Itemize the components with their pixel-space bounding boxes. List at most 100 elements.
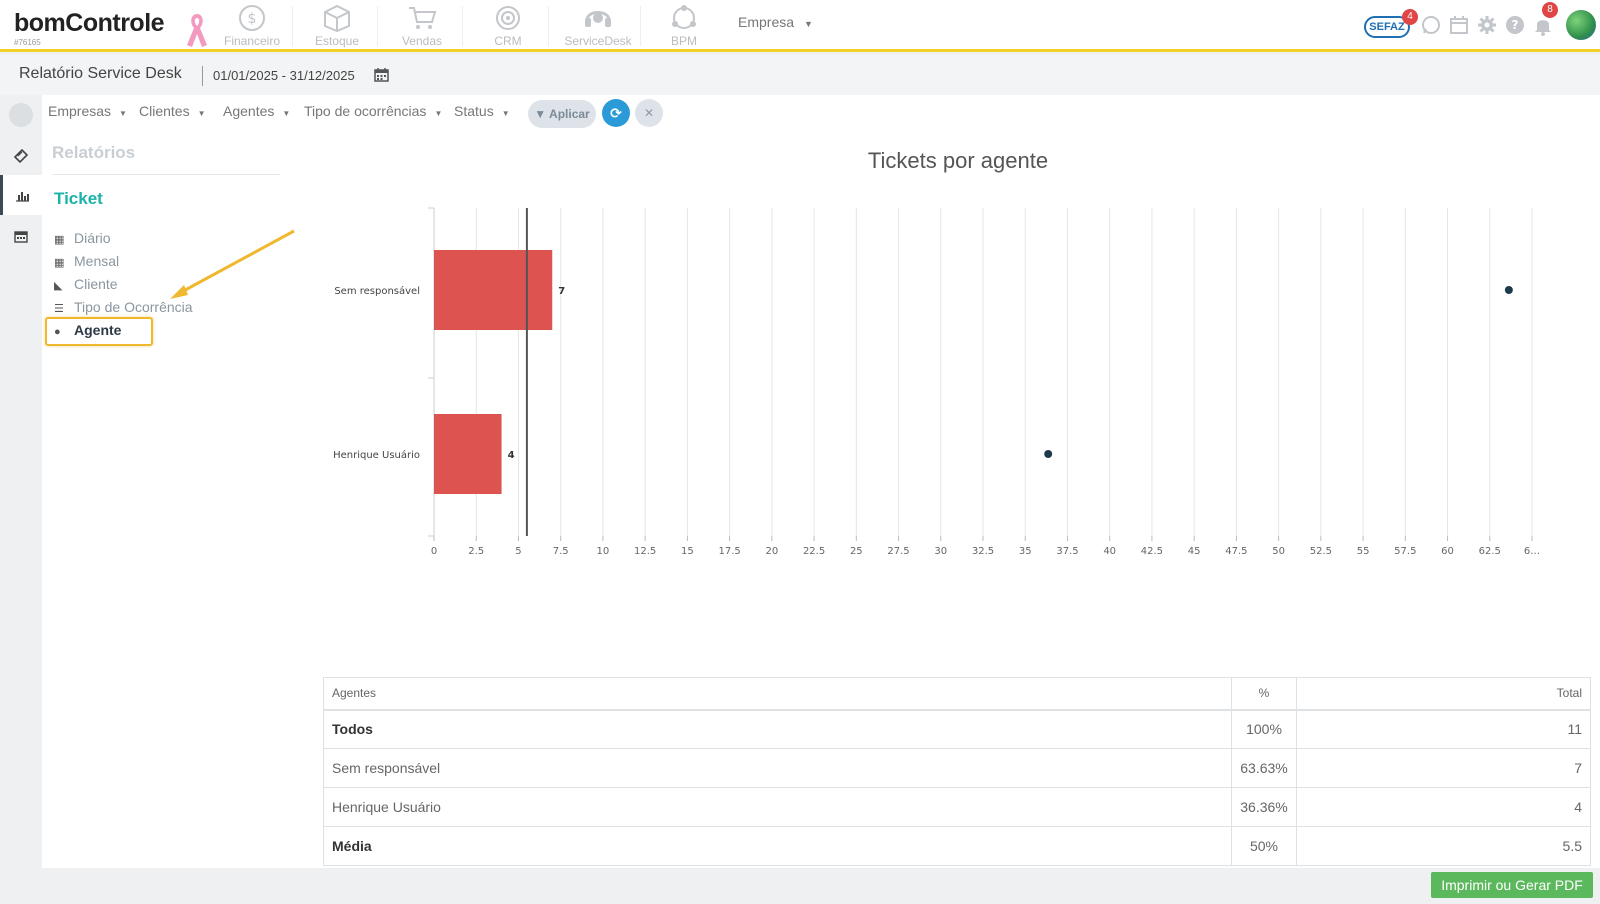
top-navbar: bomControle #76165 $ Financeiro Estoque … [0, 0, 1600, 52]
x-tick-label: 10 [597, 546, 610, 557]
col-header-total[interactable]: Total [1296, 677, 1591, 711]
filter-agentes[interactable]: Agentes ▼ [223, 103, 290, 119]
table-row: Henrique Usuário 36.36% 4 [323, 787, 1591, 827]
pink-ribbon-icon [187, 14, 207, 47]
table-row: Sem responsável 63.63% 7 [323, 748, 1591, 788]
bar [434, 414, 502, 494]
x-tick-label: 42.5 [1141, 546, 1163, 557]
x-tick-label: 15 [681, 546, 694, 557]
cell-name: Todos [323, 709, 1232, 749]
menu-item-label: Cliente [74, 276, 118, 292]
x-tick-label: 7.5 [553, 546, 569, 557]
module-bpm[interactable]: BPM [644, 4, 724, 48]
x-tick-label: 12.5 [634, 546, 656, 557]
category-label: Henrique Usuário [333, 449, 420, 461]
target-icon [496, 6, 520, 30]
x-tick-label: 30 [934, 546, 947, 557]
gear-icon[interactable] [1476, 14, 1498, 36]
menu-item-label: Tipo de Ocorrência [74, 299, 193, 315]
calendar-icon[interactable] [1448, 14, 1470, 36]
notifications-badge: 8 [1542, 2, 1558, 18]
menu-item-diario[interactable]: ▦ Diário [54, 230, 111, 246]
module-vendas[interactable]: Vendas [382, 4, 462, 48]
close-icon: ✕ [643, 106, 655, 120]
menu-item-tipo-ocorrencia[interactable]: ☰ Tipo de Ocorrência [54, 299, 193, 315]
workflow-icon [672, 5, 696, 29]
rail-reports[interactable] [0, 175, 42, 215]
page-header: Relatório Service Desk 01/01/2025 - 31/1… [0, 55, 1600, 95]
empresa-dropdown[interactable]: Empresa ▼ [738, 14, 813, 30]
x-tick-label: 62.5 [1479, 546, 1501, 557]
clear-filter-button[interactable]: ✕ [635, 99, 663, 127]
calendar-icon: ▦ [54, 257, 65, 269]
calendar-icon [14, 230, 28, 243]
headset-icon [585, 11, 611, 27]
rail-ticket[interactable] [0, 135, 42, 175]
x-tick-label: 6… [1524, 546, 1540, 557]
refresh-button[interactable]: ⟳ [602, 99, 630, 127]
cell-total: 4 [1296, 787, 1591, 827]
filter-clientes[interactable]: Clientes ▼ [139, 103, 206, 119]
caret-down-icon: ▼ [197, 109, 206, 118]
page-title: Relatório Service Desk [19, 65, 182, 82]
module-estoque[interactable]: Estoque [297, 4, 377, 48]
cell-name: Sem responsável [323, 748, 1232, 788]
filter-status[interactable]: Status ▼ [454, 103, 510, 119]
apply-filter-button[interactable]: ▼ Aplicar [528, 100, 596, 128]
filter-label: Clientes [139, 103, 190, 119]
whatsapp-icon[interactable] [1420, 14, 1442, 36]
filter-label: Status [454, 103, 494, 119]
x-tick-label: 35 [1019, 546, 1032, 557]
data-label: 7 [558, 286, 565, 297]
menu-item-cliente[interactable]: ◣ Cliente [54, 276, 118, 292]
bell-icon[interactable] [1532, 14, 1554, 36]
bar-chart-icon [16, 191, 29, 202]
menu-item-label: Agente [74, 322, 122, 338]
logo[interactable]: bomControle [14, 9, 165, 37]
date-range[interactable]: 01/01/2025 - 31/12/2025 [213, 68, 355, 83]
x-tick-label: 50 [1272, 546, 1285, 557]
collapse-icon[interactable] [9, 103, 33, 127]
avatar[interactable] [1566, 10, 1596, 40]
x-tick-label: 40 [1103, 546, 1116, 557]
module-servicedesk[interactable]: ServiceDesk [558, 4, 638, 48]
menu-item-agente[interactable]: ● Agente [54, 322, 121, 338]
x-tick-label: 2.5 [468, 546, 484, 557]
cell-name: Média [323, 826, 1232, 866]
col-header-pct[interactable]: % [1231, 677, 1297, 711]
menu-section-ticket[interactable]: Ticket [54, 189, 103, 208]
menu-item-mensal[interactable]: ▦ Mensal [54, 253, 119, 269]
ticket-icon [13, 148, 29, 163]
module-financeiro[interactable]: $ Financeiro [212, 4, 292, 48]
user-icon: ● [54, 326, 61, 338]
category-label: Sem responsável [334, 285, 420, 297]
x-tick-label: 27.5 [887, 546, 909, 557]
bar [434, 250, 553, 330]
sefaz-badge: 4 [1402, 9, 1418, 25]
module-label: Financeiro [223, 34, 281, 48]
box-icon [324, 4, 350, 32]
module-label: CRM [494, 34, 522, 48]
x-tick-label: 45 [1188, 546, 1201, 557]
x-tick-label: 32.5 [972, 546, 994, 557]
cell-pct: 63.63% [1231, 748, 1297, 788]
svg-text:?: ? [1512, 18, 1519, 32]
calendar-icon: ▦ [54, 234, 65, 246]
help-icon[interactable]: ? [1504, 14, 1526, 36]
module-label: BPM [670, 34, 697, 48]
sefaz-button[interactable]: SEFAZ [1364, 16, 1410, 38]
module-crm[interactable]: CRM [468, 4, 548, 48]
filter-tipo-ocorrencias[interactable]: Tipo de ocorrências ▼ [304, 103, 442, 119]
svg-text:$: $ [248, 11, 257, 27]
x-tick-label: 5 [515, 546, 521, 557]
col-header-agentes[interactable]: Agentes [323, 677, 1232, 711]
x-tick-label: 47.5 [1225, 546, 1247, 557]
table-row: Todos 100% 11 [323, 709, 1591, 749]
print-pdf-button[interactable]: Imprimir ou Gerar PDF [1431, 872, 1593, 898]
calendar-icon[interactable] [374, 67, 389, 82]
rail-calendar[interactable] [0, 215, 42, 255]
x-tick-label: 17.5 [718, 546, 740, 557]
filter-empresas[interactable]: Empresas ▼ [48, 103, 127, 119]
cell-pct: 36.36% [1231, 787, 1297, 827]
dollar-coin-icon: $ [239, 5, 265, 31]
